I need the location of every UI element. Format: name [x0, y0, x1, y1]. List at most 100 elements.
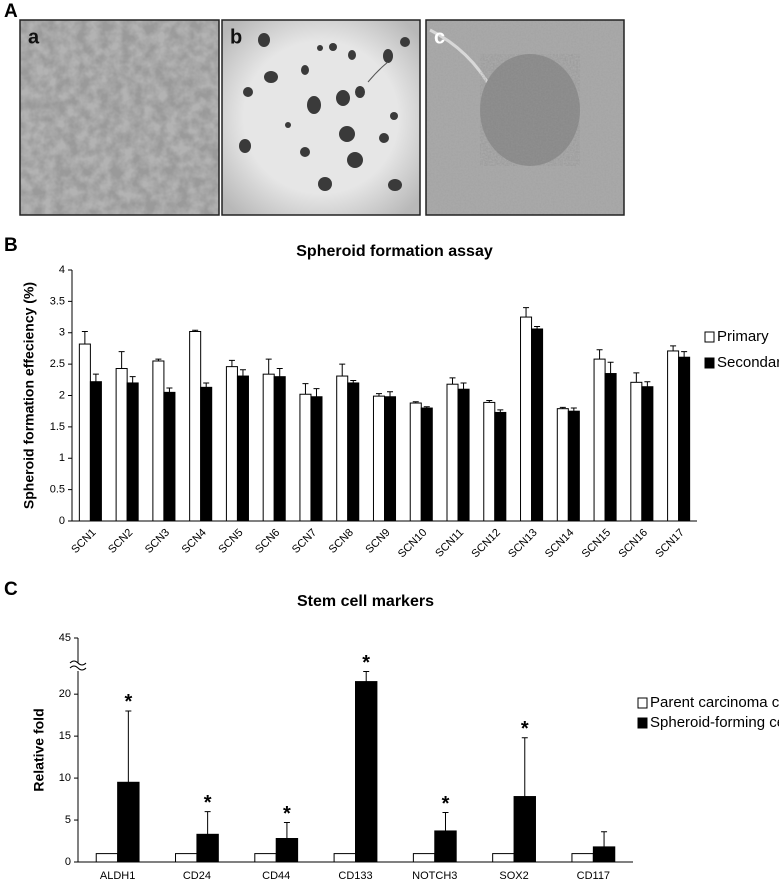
- bar: [273, 376, 286, 522]
- x-tick-label: SCN15: [580, 527, 614, 561]
- x-tick-label: SCN10: [396, 527, 430, 561]
- x-tick-label: SCN11: [433, 527, 466, 560]
- error-bar: [523, 307, 530, 318]
- error-bar: [644, 381, 651, 387]
- error-bar: [339, 363, 346, 377]
- axis-break-mark: [69, 665, 87, 671]
- significance-mark: *: [442, 793, 450, 815]
- error-bar: [302, 383, 309, 395]
- bar: [641, 386, 654, 522]
- bar: [196, 833, 219, 863]
- y-tick-label: 5: [65, 814, 71, 826]
- x-tick-label: SCN2: [106, 527, 135, 556]
- error-bar: [559, 406, 566, 409]
- bar: [254, 853, 277, 863]
- error-bar: [350, 379, 357, 383]
- y-tick-label: 0.5: [50, 484, 65, 496]
- bar: [355, 681, 378, 863]
- bar: [225, 366, 238, 522]
- image-label: a: [28, 26, 40, 48]
- panel-label: C: [4, 579, 18, 600]
- x-tick-label: SCN1: [69, 527, 98, 556]
- bar: [262, 373, 275, 522]
- bar: [630, 381, 643, 522]
- y-tick-label: 3: [59, 327, 65, 339]
- bar: [494, 411, 507, 522]
- error-bar: [239, 369, 246, 377]
- bar: [492, 853, 515, 863]
- bar: [126, 382, 139, 522]
- error-bar: [412, 401, 419, 404]
- y-tick-label: 4: [59, 264, 65, 276]
- bar: [333, 853, 357, 863]
- bar: [372, 395, 385, 522]
- bar: [592, 846, 616, 863]
- chart-title: Spheroid formation assay: [296, 243, 493, 260]
- error-bar: [607, 361, 614, 374]
- bar: [571, 853, 594, 863]
- x-tick-label: SCN7: [290, 527, 319, 556]
- y-tick-label: 20: [59, 688, 71, 700]
- y-tick-label: 3.5: [50, 295, 65, 307]
- y-tick-label: 45: [59, 632, 71, 644]
- error-bar: [442, 811, 449, 831]
- y-axis-label: Spheroid formation effeciency (%): [21, 282, 37, 509]
- y-tick-label: 2.5: [50, 358, 65, 370]
- y-tick-label: 15: [59, 730, 71, 742]
- legend-label: Parent carcinoma cell: [650, 694, 779, 711]
- bar: [152, 360, 165, 522]
- legend-swatch: [704, 357, 715, 369]
- error-bar: [375, 393, 382, 397]
- bar: [604, 373, 617, 522]
- legend-swatch: [637, 697, 648, 709]
- x-tick-label: SCN8: [327, 527, 356, 556]
- axis-break: [70, 663, 86, 671]
- error-bar: [228, 359, 235, 367]
- x-tick-label: ALDH1: [100, 870, 135, 882]
- error-bar: [276, 368, 283, 377]
- error-bar: [265, 358, 272, 375]
- bar: [531, 328, 544, 522]
- micrograph-b: b: [221, 19, 421, 216]
- error-bar: [670, 345, 677, 351]
- bar: [78, 343, 91, 522]
- bar: [189, 330, 202, 522]
- bar: [567, 410, 580, 522]
- x-tick-label: CD24: [183, 870, 211, 882]
- significance-mark: *: [204, 792, 212, 814]
- error-bar: [486, 400, 493, 403]
- x-tick-label: SCN14: [543, 527, 577, 561]
- x-tick-label: SCN6: [253, 527, 282, 556]
- x-tick-label: CD117: [577, 870, 610, 882]
- x-tick-label: SCN9: [363, 527, 392, 556]
- significance-mark: *: [124, 691, 132, 713]
- axis-break-mark: [69, 660, 87, 666]
- error-bar: [681, 351, 688, 358]
- bar: [299, 393, 312, 522]
- bar: [89, 381, 102, 522]
- bar: [347, 382, 360, 522]
- error-bar: [203, 382, 210, 388]
- bar: [115, 368, 128, 522]
- error-bar: [521, 737, 528, 797]
- bar: [336, 375, 349, 522]
- bar: [483, 401, 496, 522]
- y-tick-label: 1.5: [50, 421, 65, 433]
- x-tick-label: SCN17: [653, 527, 687, 561]
- x-tick-label: SCN3: [143, 527, 172, 556]
- x-tick-label: SCN12: [469, 527, 503, 561]
- y-tick-label: 0: [59, 515, 65, 527]
- bar: [95, 853, 119, 863]
- error-bar: [633, 372, 640, 383]
- bar: [593, 358, 606, 522]
- error-bar: [387, 391, 394, 397]
- bar: [513, 796, 536, 863]
- bar: [275, 838, 299, 863]
- significance-mark: *: [362, 652, 370, 674]
- bar: [667, 350, 680, 522]
- error-bar: [534, 325, 541, 329]
- x-tick-label: NOTCH3: [412, 870, 457, 882]
- error-bar: [596, 349, 603, 360]
- bar: [678, 356, 691, 522]
- error-bar: [155, 358, 162, 361]
